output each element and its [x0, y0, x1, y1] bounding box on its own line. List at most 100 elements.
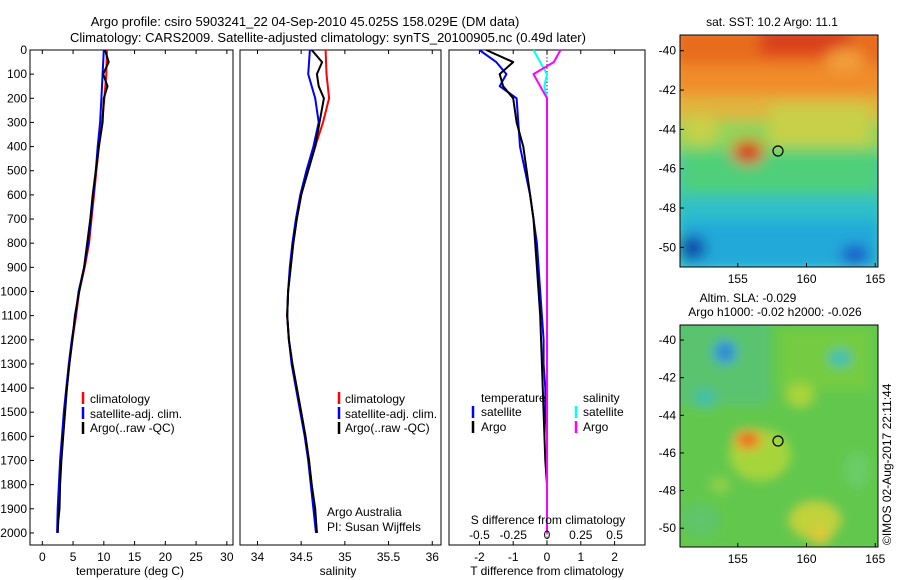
x-tick-label: 20	[159, 550, 173, 564]
y-tick-label: 900	[7, 260, 27, 274]
sla-map-panel: Altim. SLA: -0.029 Argo h1000: -0.02 h20…	[659, 291, 886, 566]
s-tick-label: 0	[544, 528, 551, 542]
lat-tick-label: -42	[659, 83, 677, 97]
salinity-x-label: salinity	[320, 564, 357, 578]
temperature-legend: climatology satellite-adj. clim. Argo(..…	[81, 392, 182, 435]
figure-title-line1: Argo profile: csiro 5903241_22 04-Sep-20…	[91, 14, 520, 29]
y-tick-label: 1700	[0, 453, 27, 467]
s-tick-label: -0.5	[469, 528, 490, 542]
x-tick-label: 25	[189, 550, 203, 564]
x-tick-label: 34.5	[289, 550, 313, 564]
y-tick-label: 500	[7, 164, 27, 178]
y-tick-label: 200	[7, 91, 27, 105]
x-tick-label: 10	[97, 550, 111, 564]
lat-tick-label: -48	[659, 201, 677, 215]
y-tick-label: 0	[20, 43, 27, 57]
salinity-series	[286, 49, 331, 534]
legend-label-argo: Argo(..raw -QC)	[345, 421, 430, 435]
x-tick-label: 35	[338, 550, 352, 564]
attribution-line2: PI: Susan Wijffels	[327, 520, 421, 534]
legend-label-temp-satellite: satellite	[481, 405, 522, 419]
temperature-axes-box	[29, 49, 234, 546]
sst-map-title: sat. SST: 10.2 Argo: 11.1	[706, 15, 838, 29]
lat-tick-label: -44	[659, 408, 677, 422]
lat-tick-label: -50	[659, 240, 677, 254]
y-tick-label: 100	[7, 67, 27, 81]
y-tick-label: 1900	[0, 502, 27, 516]
x-tick-label: 30	[220, 550, 234, 564]
legend-label-argo: Argo(..raw -QC)	[90, 421, 175, 435]
series-line-argo-raw-qc	[56, 49, 110, 533]
lat-tick-label: -42	[659, 371, 677, 385]
s-tick-label: -0.25	[500, 528, 528, 542]
sst-map-frame	[679, 34, 879, 268]
y-tick-label: 1200	[0, 333, 27, 347]
attribution-line1: Argo Australia	[327, 505, 402, 519]
difference-legend: temperature salinity satellite Argo sate…	[471, 391, 624, 434]
lat-tick-label: -48	[659, 484, 677, 498]
copyright-stamp: ©IMOS 02-Aug-2017 22:11:44	[880, 383, 894, 545]
lat-tick-label: -40	[659, 44, 677, 58]
legend-label-sal-argo: Argo	[583, 420, 609, 434]
salinity-legend: climatology satellite-adj. clim. Argo(..…	[337, 392, 437, 435]
series-line-temperature-argo	[485, 49, 548, 533]
temperature-y-ticks: 0 100 200 300 400 500 600 700 800 900 1000 1100 1200…	[0, 43, 34, 540]
s-tick-label: 0.25	[569, 528, 593, 542]
salinity-axes-box	[239, 49, 442, 546]
y-tick-label: 300	[7, 115, 27, 129]
sla-map-field	[680, 325, 878, 547]
salinity-panel: 34 34.5 35 35.5 36 climatology satellite-adj…	[239, 49, 442, 578]
float-position-marker	[772, 435, 784, 447]
t-difference-label: T difference from climatology	[470, 564, 624, 578]
sst-map-panel: sat. SST: 10.2 Argo: 11.1	[659, 15, 886, 286]
lon-tick-label: 155	[728, 272, 748, 286]
y-tick-label: 800	[7, 236, 27, 250]
sla-map-title: Altim. SLA: -0.029	[700, 291, 797, 305]
x-tick-label: 15	[128, 550, 142, 564]
series-line-argo-raw-qc	[286, 49, 325, 533]
difference-x-ticks: -2 -1 0 1 2	[474, 50, 618, 564]
x-tick-label: 34	[251, 550, 265, 564]
lon-tick-label: 165	[865, 272, 885, 286]
x-tick-label: -2	[474, 550, 485, 564]
y-tick-label: 2000	[0, 526, 27, 540]
lat-tick-label: -40	[659, 333, 677, 347]
s-difference-label: S difference from climatology	[471, 513, 626, 527]
x-tick-label: 1	[577, 550, 584, 564]
lon-tick-label: 155	[728, 552, 748, 566]
lat-tick-label: -46	[659, 446, 677, 460]
x-tick-label: 0	[39, 550, 46, 564]
temperature-panel: 0100200300400500600700800900100011001200…	[0, 43, 234, 578]
x-tick-label: 0	[544, 550, 551, 564]
sst-map-field	[680, 35, 878, 267]
legend-label-satellite: satellite-adj. clim.	[90, 407, 182, 421]
lat-tick-label: -46	[659, 162, 677, 176]
sla-map-subtitle: Argo h1000: -0.02 h2000: -0.026	[688, 305, 862, 319]
legend-title-salinity: salinity	[583, 391, 620, 405]
temperature-series	[56, 49, 110, 533]
difference-panel: -2 -1 0 1 2 temperature salinity satellite A…	[448, 49, 646, 578]
y-tick-label: 1000	[0, 284, 27, 298]
sla-map-frame	[679, 324, 879, 548]
sst-map-lon-ticks: 155 160 165	[728, 263, 886, 286]
difference-series	[478, 49, 562, 533]
legend-label-climatology: climatology	[345, 392, 405, 406]
x-tick-label: -1	[508, 550, 519, 564]
lon-tick-label: 160	[796, 552, 816, 566]
x-tick-label: 36	[426, 550, 440, 564]
legend-label-satellite: satellite-adj. clim.	[345, 407, 437, 421]
legend-label-temp-argo: Argo	[481, 420, 507, 434]
sst-map-lat-ticks: -40 -42 -44 -46 -48 -50	[659, 44, 684, 254]
float-position-marker	[772, 145, 784, 157]
x-tick-label: 2	[611, 550, 618, 564]
figure-title-line2: Climatology: CARS2009. Satellite-adjuste…	[70, 30, 586, 45]
y-tick-label: 700	[7, 212, 27, 226]
y-tick-label: 1100	[1, 309, 27, 323]
lat-tick-label: -50	[659, 521, 677, 535]
series-line-salinity-argo	[532, 49, 562, 533]
lon-tick-label: 160	[796, 272, 816, 286]
sla-map-lon-ticks: 155 160 165	[728, 543, 886, 566]
y-tick-label: 1500	[0, 405, 27, 419]
lat-tick-label: -44	[659, 122, 677, 136]
